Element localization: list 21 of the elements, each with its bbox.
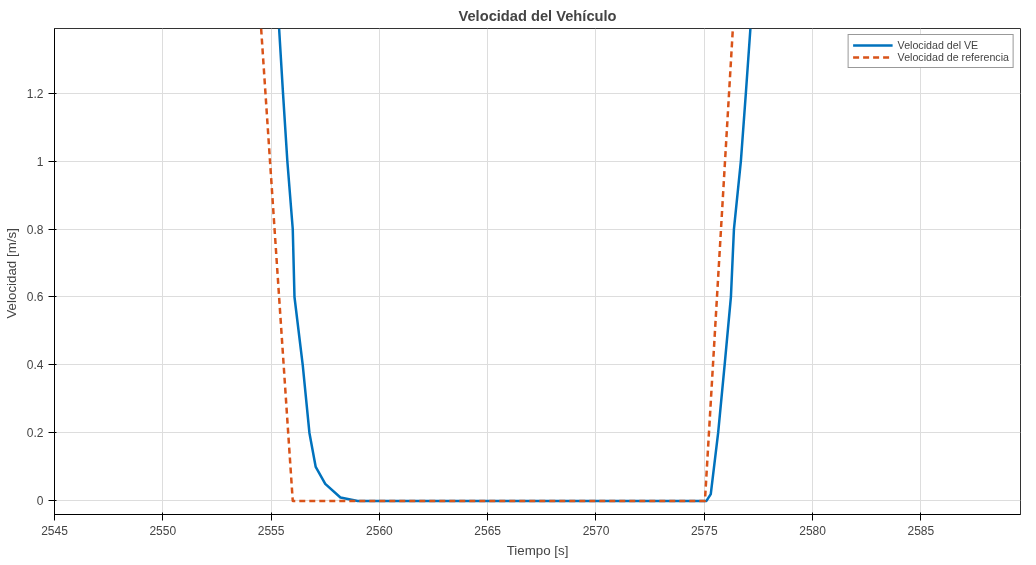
legend-label: Velocidad del VE (897, 39, 979, 51)
y-axis-title: Velocidad [m/s] (3, 228, 19, 319)
y-tick-label: 1.2 (26, 86, 44, 101)
x-tick-label: 2560 (366, 523, 394, 538)
x-tick-label: 2550 (149, 523, 177, 538)
y-tick-label: 0.6 (26, 290, 44, 305)
x-tick-label: 2580 (799, 523, 827, 538)
x-tick-label: 2575 (690, 523, 718, 538)
x-tick-label: 2570 (582, 523, 610, 538)
x-tick-label: 2565 (474, 523, 502, 538)
y-tick-label: 1 (36, 154, 44, 169)
y-tick-label: 0.4 (26, 358, 44, 373)
y-tick-label: 0.2 (26, 426, 44, 441)
x-tick-label: 2585 (907, 523, 935, 538)
y-tick-label: 0 (36, 494, 44, 509)
chart-title: Velocidad del Vehículo (458, 7, 617, 24)
y-tick-label: 0.8 (26, 222, 44, 237)
x-axis-title: Tiempo [s] (506, 542, 569, 558)
x-tick-label: 2555 (257, 523, 285, 538)
legend-label: Velocidad de referencia (897, 51, 1009, 63)
x-tick-label: 2545 (41, 523, 69, 538)
